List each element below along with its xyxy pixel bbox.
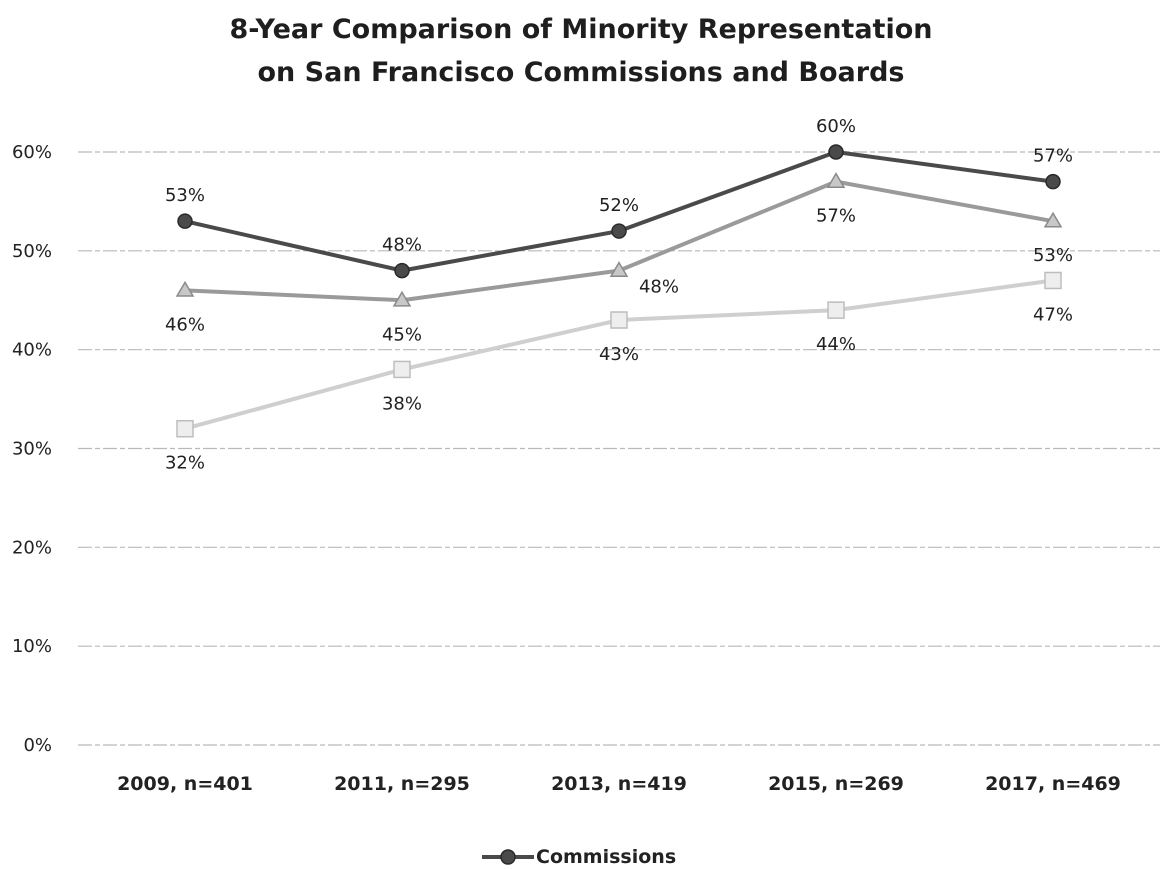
series-point-circle bbox=[611, 223, 627, 239]
y-axis: 0% 10% 20% 30% 40% 50% 60% bbox=[12, 142, 52, 756]
x-tick-label: 2011, n=295 bbox=[334, 773, 470, 795]
x-tick-label: 2015, n=269 bbox=[768, 773, 904, 795]
series-point-circle bbox=[394, 262, 410, 279]
series-point-square bbox=[827, 301, 845, 319]
chart-title-line-2: on San Francisco Commissions and Boards bbox=[257, 57, 905, 88]
x-tick-label: 2009, n=401 bbox=[117, 773, 253, 795]
series-point-triangle bbox=[175, 280, 195, 297]
series-point-square bbox=[610, 311, 628, 329]
data-label: 46% bbox=[165, 314, 205, 335]
data-label: 44% bbox=[816, 334, 856, 355]
chart-title: 8-Year Comparison of Minority Representa… bbox=[0, 8, 1162, 94]
y-tick-label: 40% bbox=[12, 340, 52, 361]
data-label: 47% bbox=[1033, 304, 1073, 325]
legend-marker-icon bbox=[482, 849, 534, 865]
legend: Commissions bbox=[480, 845, 676, 869]
y-tick-label: 10% bbox=[12, 636, 52, 657]
series-point-square bbox=[176, 419, 194, 438]
series-point-triangle bbox=[392, 290, 412, 307]
legend-label-commissions: Commissions bbox=[536, 846, 677, 868]
data-label: 53% bbox=[165, 185, 205, 206]
y-tick-label: 60% bbox=[12, 142, 52, 163]
series-point-square bbox=[393, 360, 411, 379]
gridlines bbox=[78, 151, 1160, 746]
data-label: 52% bbox=[599, 195, 639, 216]
y-tick-label: 50% bbox=[12, 241, 52, 262]
series-point-circle bbox=[828, 144, 844, 160]
y-tick-label: 0% bbox=[23, 735, 52, 756]
y-tick-label: 30% bbox=[12, 439, 52, 460]
series-point-triangle bbox=[826, 172, 846, 188]
data-label: 57% bbox=[816, 206, 856, 227]
x-tick-label: 2013, n=419 bbox=[551, 773, 687, 795]
series-group bbox=[175, 144, 1063, 438]
data-label: 53% bbox=[1033, 245, 1073, 266]
x-axis: 2009, n=401 2011, n=295 2013, n=419 2015, n… bbox=[117, 773, 1121, 795]
y-tick-label: 20% bbox=[12, 537, 52, 558]
series-point-square bbox=[1044, 271, 1062, 290]
data-label: 43% bbox=[599, 344, 639, 365]
data-label: 45% bbox=[382, 324, 422, 345]
data-label: 48% bbox=[639, 277, 679, 298]
data-label: 38% bbox=[382, 393, 422, 414]
data-label: 57% bbox=[1033, 146, 1073, 167]
data-label: 32% bbox=[165, 453, 205, 474]
series-point-circle bbox=[177, 213, 193, 229]
data-labels: 32% 38% 43% 44% 47% 46% 45% 48% 57% 53% 53% 48% 52% 6… bbox=[165, 116, 1073, 474]
data-label: 48% bbox=[382, 235, 422, 256]
series-point-circle bbox=[1045, 173, 1061, 190]
x-tick-label: 2017, n=469 bbox=[985, 773, 1121, 795]
data-label: 60% bbox=[816, 116, 856, 137]
series-point-triangle bbox=[609, 261, 629, 277]
series-point-triangle bbox=[1043, 211, 1063, 228]
chart-title-line-1: 8-Year Comparison of Minority Representa… bbox=[229, 14, 933, 45]
